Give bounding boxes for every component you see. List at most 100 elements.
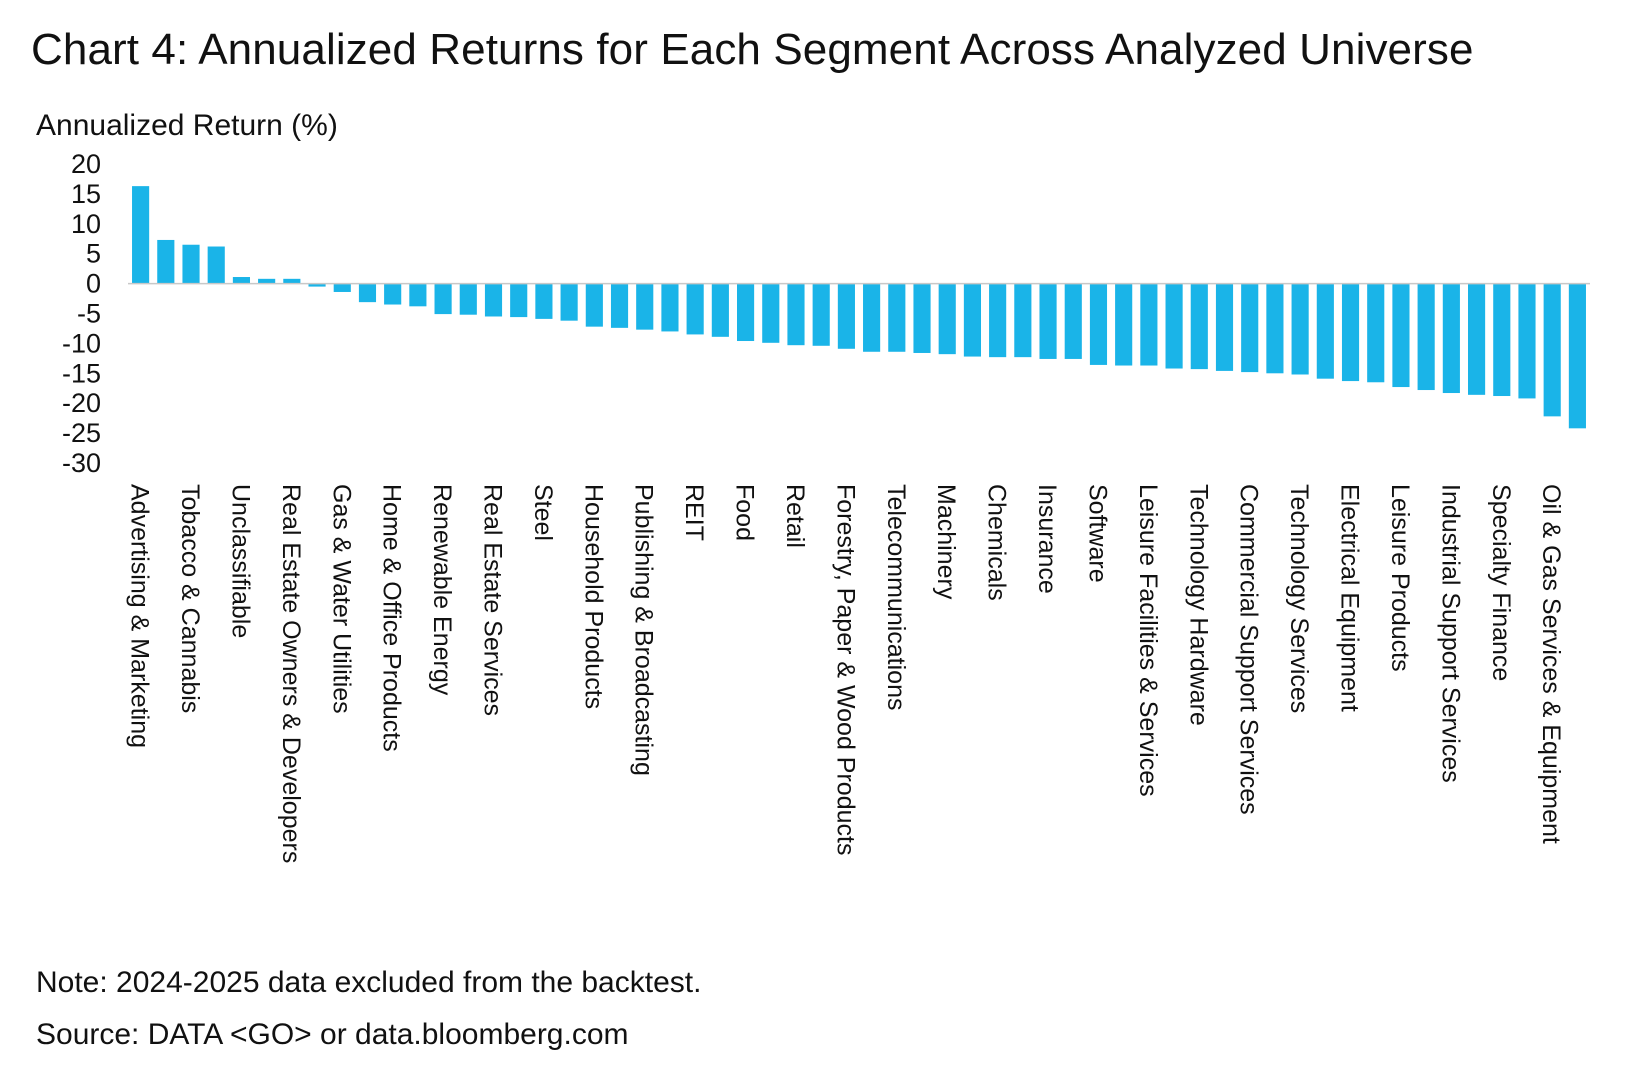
bar bbox=[132, 186, 150, 284]
x-category-label: Technology Services bbox=[1285, 484, 1313, 713]
bar bbox=[409, 283, 427, 307]
y-tick-label: 20 bbox=[71, 149, 101, 179]
bar bbox=[1266, 283, 1284, 374]
x-category-label: Publishing & Broadcasting bbox=[630, 484, 658, 776]
bar bbox=[737, 283, 755, 342]
bar bbox=[232, 277, 250, 284]
x-category-label: Forestry, Paper & Wood Products bbox=[831, 484, 859, 855]
bar bbox=[963, 283, 981, 357]
x-category-label: Retail bbox=[781, 484, 809, 548]
bar bbox=[535, 283, 553, 319]
bar bbox=[1115, 283, 1133, 366]
x-category-label: Renewable Energy bbox=[428, 484, 456, 696]
x-category-label: Telecommunications bbox=[882, 484, 910, 711]
bar bbox=[1014, 283, 1032, 358]
bar bbox=[283, 278, 301, 284]
bar bbox=[459, 283, 477, 315]
bar bbox=[484, 283, 503, 317]
bar bbox=[182, 244, 200, 284]
source-line: Source: DATA <GO> or data.bloomberg.com bbox=[36, 1018, 629, 1051]
bar bbox=[1367, 283, 1385, 383]
y-axis-label: Annualized Return (%) bbox=[36, 109, 338, 142]
x-category-label: Commercial Support Services bbox=[1235, 484, 1263, 815]
y-tick-label: 15 bbox=[71, 179, 101, 209]
y-tick-label: -15 bbox=[62, 358, 101, 388]
x-category-label: Technology Hardware bbox=[1184, 484, 1212, 726]
bar bbox=[913, 283, 931, 353]
bar bbox=[157, 239, 175, 284]
bar bbox=[333, 283, 351, 292]
x-category-label: Home & Office Products bbox=[378, 484, 406, 752]
x-category-label: Industrial Support Services bbox=[1436, 484, 1464, 783]
x-category-label: Household Products bbox=[579, 484, 607, 709]
bar bbox=[1165, 283, 1183, 369]
y-tick-label: 5 bbox=[86, 239, 101, 269]
x-category-label: Specialty Finance bbox=[1487, 484, 1515, 681]
footnote: Note: 2024-2025 data excluded from the b… bbox=[36, 966, 702, 999]
bar bbox=[585, 283, 603, 327]
bar bbox=[1089, 283, 1108, 365]
x-category-label: REIT bbox=[680, 484, 708, 541]
bar bbox=[434, 283, 452, 315]
bar bbox=[207, 246, 225, 284]
x-category-label: Machinery bbox=[932, 484, 960, 600]
bar bbox=[1291, 283, 1309, 375]
bar bbox=[711, 283, 729, 337]
bar bbox=[1417, 283, 1435, 391]
x-category-label: Chemicals bbox=[983, 484, 1011, 601]
y-tick-label: 10 bbox=[71, 209, 101, 239]
bar bbox=[384, 283, 402, 305]
bar bbox=[1518, 283, 1536, 399]
y-tick-label: -10 bbox=[62, 328, 101, 358]
bar bbox=[1341, 283, 1360, 382]
bar bbox=[1316, 283, 1334, 379]
bar bbox=[1493, 283, 1511, 397]
bar bbox=[358, 283, 377, 303]
bar bbox=[989, 283, 1007, 358]
x-category-label: Steel bbox=[529, 484, 557, 541]
bar bbox=[888, 283, 906, 352]
bar bbox=[863, 283, 881, 352]
bar bbox=[686, 283, 704, 335]
x-category-label: Leisure Facilities & Services bbox=[1134, 484, 1162, 797]
x-category-label: Insurance bbox=[1033, 484, 1061, 594]
bar bbox=[1140, 283, 1158, 366]
bar bbox=[308, 283, 326, 287]
bar bbox=[1190, 283, 1208, 370]
bar bbox=[560, 283, 578, 321]
chart-title: Chart 4: Annualized Returns for Each Seg… bbox=[31, 25, 1474, 74]
bar bbox=[510, 283, 528, 318]
bar bbox=[1215, 283, 1234, 371]
bar bbox=[1392, 283, 1410, 388]
bar bbox=[661, 283, 679, 332]
x-category-label: Tobacco & Cannabis bbox=[176, 484, 204, 713]
x-category-label: Oil & Gas Services & Equipment bbox=[1537, 484, 1565, 844]
bar bbox=[837, 283, 855, 349]
x-category-label: Real Estate Owners & Developers bbox=[277, 484, 305, 863]
bar bbox=[787, 283, 805, 346]
bar bbox=[1468, 283, 1486, 395]
bar bbox=[1543, 283, 1561, 417]
bar bbox=[636, 283, 654, 330]
x-category-label: Food bbox=[731, 484, 759, 541]
y-tick-label: 0 bbox=[86, 269, 101, 299]
x-category-label: Electrical Equipment bbox=[1336, 484, 1364, 712]
bar bbox=[1241, 283, 1259, 373]
x-category-label: Real Estate Services bbox=[479, 484, 507, 716]
y-tick-label: -25 bbox=[62, 418, 101, 448]
bar bbox=[762, 283, 780, 343]
x-category-label: Unclassifiable bbox=[226, 484, 254, 638]
bar bbox=[258, 278, 276, 284]
y-tick-label: -30 bbox=[62, 448, 101, 478]
bar bbox=[812, 283, 830, 346]
x-category-label: Software bbox=[1083, 484, 1111, 583]
bar bbox=[1039, 283, 1057, 359]
y-tick-label: -20 bbox=[62, 388, 101, 418]
x-category-label: Gas & Water Utilities bbox=[327, 484, 355, 714]
bar bbox=[938, 283, 956, 355]
y-tick-label: -5 bbox=[77, 299, 101, 329]
x-category-label: Advertising & Marketing bbox=[126, 484, 154, 748]
bar bbox=[610, 283, 629, 328]
